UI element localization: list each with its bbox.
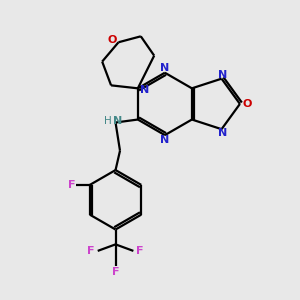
Text: F: F (87, 246, 95, 256)
Text: O: O (107, 35, 117, 45)
Text: N: N (140, 85, 149, 95)
Text: O: O (243, 99, 252, 109)
Text: F: F (112, 267, 119, 277)
Text: N: N (218, 128, 228, 138)
Text: H: H (104, 116, 112, 126)
Text: N: N (218, 70, 228, 80)
Text: F: F (136, 246, 144, 256)
Text: N: N (113, 116, 122, 126)
Text: N: N (160, 63, 170, 73)
Text: F: F (68, 180, 76, 190)
Text: N: N (160, 135, 170, 145)
